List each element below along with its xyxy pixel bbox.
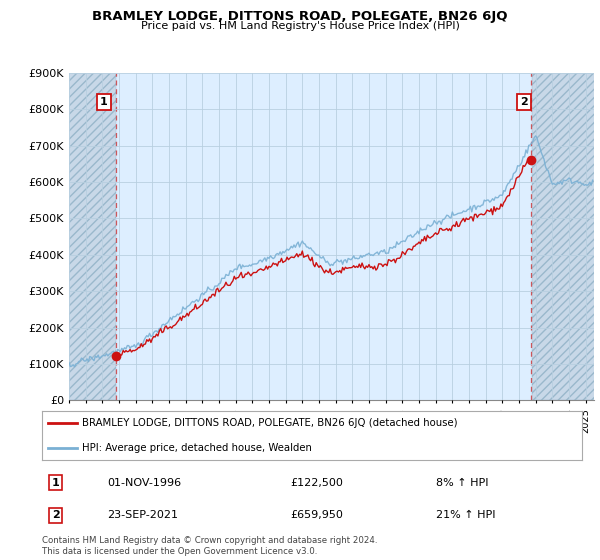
Text: £659,950: £659,950 (290, 511, 343, 520)
Text: £122,500: £122,500 (290, 478, 343, 488)
Bar (532, 73, 596, 400)
Text: 2: 2 (520, 97, 528, 107)
Text: 01-NOV-1996: 01-NOV-1996 (107, 478, 181, 488)
Text: Price paid vs. HM Land Registry's House Price Index (HPI): Price paid vs. HM Land Registry's House … (140, 21, 460, 31)
Text: 1: 1 (52, 478, 59, 488)
Text: HPI: Average price, detached house, Wealden: HPI: Average price, detached house, Weal… (83, 443, 313, 453)
Text: 1: 1 (100, 97, 108, 107)
Text: Contains HM Land Registry data © Crown copyright and database right 2024.
This d: Contains HM Land Registry data © Crown c… (42, 536, 377, 556)
Text: 21% ↑ HPI: 21% ↑ HPI (436, 511, 496, 520)
Text: BRAMLEY LODGE, DITTONS ROAD, POLEGATE, BN26 6JQ: BRAMLEY LODGE, DITTONS ROAD, POLEGATE, B… (92, 10, 508, 23)
Text: 23-SEP-2021: 23-SEP-2021 (107, 511, 178, 520)
Text: 2: 2 (52, 511, 59, 520)
Bar (69, 73, 116, 400)
Text: 8% ↑ HPI: 8% ↑ HPI (436, 478, 488, 488)
Text: BRAMLEY LODGE, DITTONS ROAD, POLEGATE, BN26 6JQ (detached house): BRAMLEY LODGE, DITTONS ROAD, POLEGATE, B… (83, 418, 458, 428)
